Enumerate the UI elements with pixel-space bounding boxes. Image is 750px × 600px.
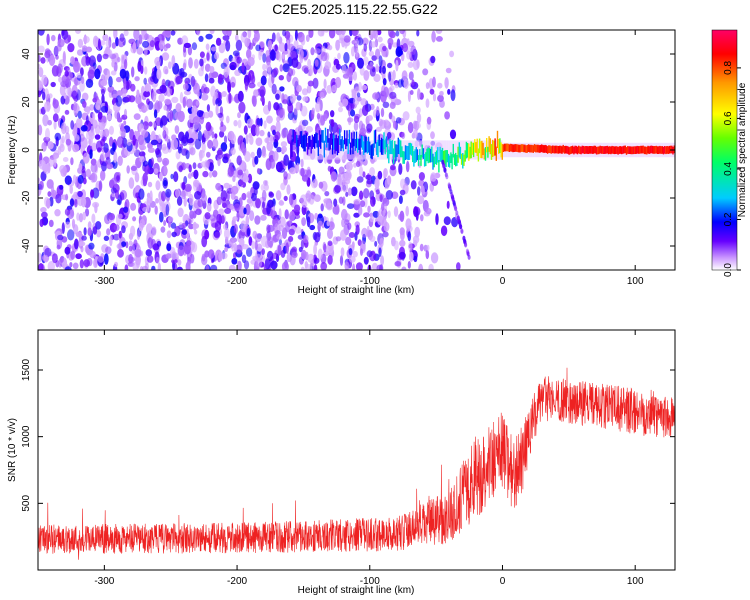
top-y-ticks: -40 -20 0 20 40 (21, 48, 675, 253)
top-x-ticks: -300 -200 -100 0 100 (94, 30, 644, 287)
y-tick-label: 1500 (21, 358, 32, 381)
x-tick-label: -200 (227, 576, 247, 587)
x-tick-label: 100 (627, 576, 644, 587)
bottom-y-axis-label: SNR (10 * v/v) (7, 418, 18, 482)
colorbar-tick-label: 0.6 (723, 111, 734, 125)
colorbar-tick-label: 0.0 (723, 263, 734, 277)
bottom-x-ticks: -300 -200 -100 0 100 (94, 330, 644, 587)
x-tick-label: 100 (627, 276, 644, 287)
colorbar-tick-label: 0.2 (723, 212, 734, 226)
colorbar-tick-label: 0.8 (723, 61, 734, 75)
x-tick-label: -100 (360, 276, 380, 287)
colorbar-label: Normalized spectral amplitude (737, 82, 748, 217)
y-tick-label: 1000 (21, 425, 32, 448)
x-tick-label: -300 (94, 576, 114, 587)
y-tick-label: -20 (21, 190, 32, 205)
y-tick-label: 20 (21, 96, 32, 108)
y-tick-label: 500 (21, 495, 32, 512)
y-tick-label: -40 (21, 238, 32, 253)
snr-plot (38, 367, 675, 560)
chart-title: C2E5.2025.115.22.55.G22 (272, 1, 438, 17)
x-tick-label: 0 (500, 276, 506, 287)
x-tick-label: -300 (94, 276, 114, 287)
colorbar-tick-label: 0.4 (723, 162, 734, 176)
bottom-x-axis-label: Height of straight line (km) (298, 585, 415, 596)
x-tick-label: -100 (360, 576, 380, 587)
top-y-axis-label: Frequency (Hz) (7, 116, 18, 185)
y-tick-label: 40 (21, 48, 32, 60)
colorbar (711, 29, 738, 271)
snr-series-line (38, 367, 675, 560)
colorbar-ticks: 0.0 0.2 0.4 0.6 0.8 (723, 61, 741, 277)
y-tick-label: 0 (21, 147, 32, 153)
top-x-axis-label: Height of straight line (km) (298, 285, 415, 296)
x-tick-label: 0 (500, 576, 506, 587)
x-tick-label: -200 (227, 276, 247, 287)
snr-frame (37, 329, 676, 571)
bottom-y-ticks: 500 1000 1500 (21, 358, 675, 512)
spectrogram (38, 30, 675, 270)
